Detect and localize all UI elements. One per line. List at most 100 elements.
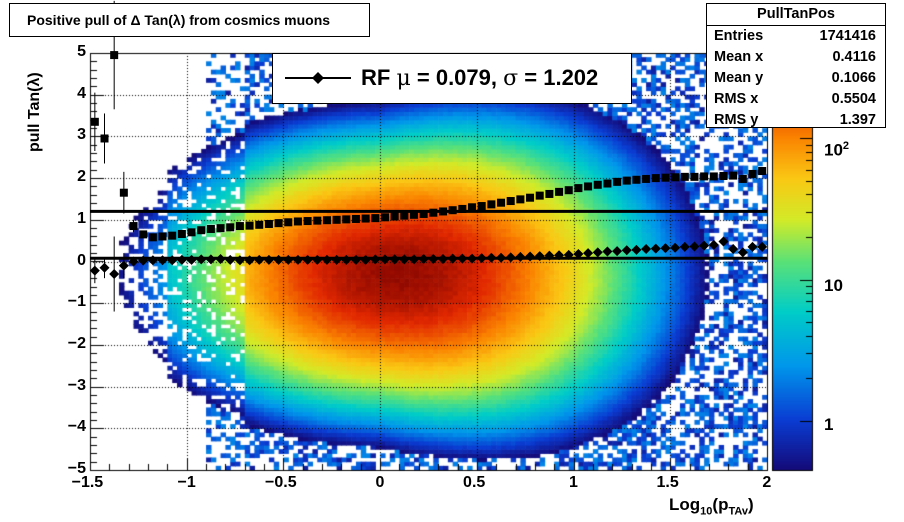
rms-point	[535, 191, 544, 200]
mean-point	[147, 255, 158, 266]
rms-point	[119, 188, 128, 197]
mean-point	[321, 254, 332, 265]
mean-point	[408, 254, 419, 265]
mean-point	[389, 254, 400, 265]
rms-point	[129, 222, 138, 231]
mean-point	[215, 253, 226, 264]
mean-point	[109, 269, 120, 280]
rms-point	[313, 216, 322, 225]
rms-point	[497, 198, 506, 207]
mean-point	[660, 243, 671, 254]
mean-point	[292, 254, 303, 265]
mean-point	[138, 255, 149, 266]
rms-point	[555, 187, 564, 196]
stats-row-entries: Entries 1741416	[714, 28, 876, 44]
rms-point	[748, 169, 757, 178]
x-tick-label: −1	[177, 474, 196, 491]
rms-point	[274, 219, 283, 228]
rms-point	[448, 206, 457, 215]
mean-point	[515, 251, 526, 262]
mean-point	[254, 254, 265, 265]
mean-point	[244, 255, 255, 266]
rms-point	[516, 195, 525, 204]
rms-point	[206, 224, 215, 233]
mean-point	[99, 262, 110, 273]
y-tick-label: 2	[77, 168, 86, 186]
z-tick-label: 10	[824, 276, 843, 295]
mean-point	[370, 254, 381, 265]
rms-point	[487, 200, 496, 209]
rms-point	[564, 186, 573, 195]
rms-point	[361, 214, 370, 223]
rms-point	[719, 172, 728, 181]
mean-point	[128, 256, 139, 267]
mean-point	[621, 245, 632, 256]
y-tick-label: −2	[67, 334, 86, 352]
mean-point	[679, 241, 690, 252]
y-tick-label: 5	[77, 43, 86, 60]
mean-point	[379, 254, 390, 265]
rms-point	[390, 212, 399, 221]
mean-point	[331, 254, 342, 265]
x-tick-label: 0.5	[463, 474, 486, 491]
rms-point	[158, 232, 167, 241]
mean-point	[350, 254, 361, 265]
mean-point	[418, 253, 429, 264]
rms-point	[409, 210, 418, 219]
mean-point	[650, 243, 661, 254]
mean-point	[592, 247, 603, 258]
mean-point	[118, 260, 129, 271]
rms-point	[729, 171, 738, 180]
mean-point	[602, 246, 613, 257]
mean-point	[186, 254, 197, 265]
mean-point	[699, 240, 710, 251]
z-tick-label: 102	[824, 140, 850, 160]
mean-point	[544, 250, 555, 261]
mean-point	[757, 241, 768, 252]
z-tick-label: 1	[824, 415, 834, 434]
x-tick-label: −0.5	[265, 474, 297, 491]
rms-point	[226, 223, 235, 232]
mean-point	[157, 255, 168, 266]
mean-point	[283, 254, 294, 265]
mean-point	[176, 254, 187, 265]
mean-point	[196, 254, 207, 265]
y-tick-label: −3	[67, 376, 86, 394]
mean-point	[747, 241, 758, 252]
x-tick-label: 2	[762, 474, 772, 491]
rms-point	[303, 217, 312, 226]
mean-point	[496, 252, 507, 263]
rms-point	[439, 207, 448, 216]
legend-label: RF μ = 0.079, σ = 1.202	[361, 65, 599, 91]
mean-point	[225, 254, 236, 265]
mean-point	[89, 265, 100, 276]
mean-point	[476, 253, 487, 264]
rms-point	[584, 182, 593, 191]
rms-point	[545, 189, 554, 198]
mean-point	[428, 253, 439, 264]
rms-point	[148, 233, 157, 242]
rms-point	[100, 134, 109, 143]
rms-point	[574, 184, 583, 193]
rms-point	[622, 176, 631, 185]
rms-point	[613, 177, 622, 186]
mean-point	[312, 254, 323, 265]
rms-point	[332, 215, 341, 224]
x-axis-label: Log10(pTAv)	[669, 495, 754, 518]
rms-point	[603, 179, 612, 188]
mean-point	[486, 252, 497, 263]
mean-point	[438, 253, 449, 264]
mean-point	[737, 247, 748, 258]
mean-point	[728, 243, 739, 254]
mean-point	[205, 254, 216, 265]
rms-point	[477, 202, 486, 211]
mean-point	[263, 254, 274, 265]
mean-point	[583, 248, 594, 259]
rms-point	[642, 174, 651, 183]
mean-point	[457, 253, 468, 264]
rms-point	[526, 193, 535, 202]
rms-point	[458, 204, 467, 213]
rms-point	[293, 217, 302, 226]
y-tick-label: −1	[67, 293, 86, 311]
y-tick-label: 0	[77, 251, 86, 269]
